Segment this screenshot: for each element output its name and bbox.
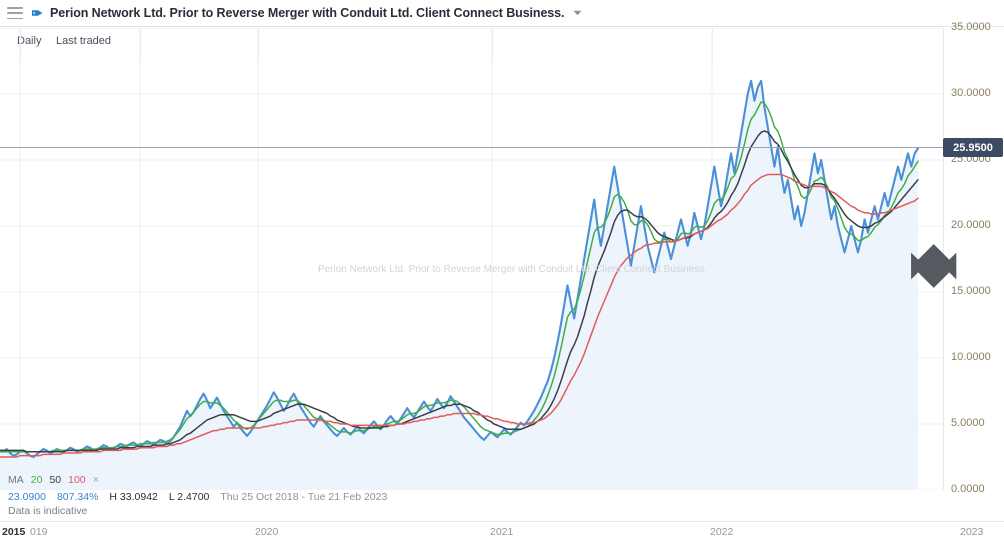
last-price: 23.0900 bbox=[8, 490, 46, 503]
note-row: Data is indicative bbox=[8, 504, 943, 518]
date-axis-tick: 2020 bbox=[255, 526, 279, 538]
price-mode-selector[interactable]: Last traded bbox=[56, 35, 112, 47]
ma-label: MA bbox=[8, 474, 24, 486]
ma-20-label[interactable]: 20 bbox=[30, 474, 43, 486]
price-axis-tick: 15.0000 bbox=[951, 285, 991, 297]
low-value: L 2.4700 bbox=[168, 490, 210, 503]
price-axis-tick: 0.0000 bbox=[951, 483, 985, 495]
ma-50-label[interactable]: 50 bbox=[49, 474, 62, 486]
date-axis[interactable]: 2015 019 2020 2021 2022 2023 bbox=[0, 521, 1004, 540]
date-axis-tick: 2022 bbox=[710, 526, 734, 538]
price-axis-tick: 30.0000 bbox=[951, 87, 991, 99]
price-axis-tick: 5.0000 bbox=[951, 417, 985, 429]
high-value: H 33.0942 bbox=[109, 490, 158, 503]
current-price-badge: 25.9500 bbox=[943, 138, 1003, 158]
date-range: Thu 25 Oct 2018 - Tue 21 Feb 2023 bbox=[220, 490, 388, 503]
chevron-down-icon[interactable] bbox=[573, 10, 582, 16]
price-chart-plot[interactable] bbox=[0, 28, 943, 490]
stats-row: 23.0900 807.34% H 33.0942 L 2.4700 Thu 2… bbox=[8, 489, 943, 504]
price-axis-tick: 20.0000 bbox=[951, 219, 991, 231]
hamburger-icon[interactable] bbox=[7, 7, 23, 19]
ma-legend-row: MA 20 50 100 × bbox=[8, 473, 943, 487]
date-axis-tick: 2015 bbox=[2, 526, 26, 538]
app-header: Perion Network Ltd. Prior to Reverse Mer… bbox=[0, 0, 1004, 27]
change-percent: 807.34% bbox=[56, 490, 99, 503]
date-axis-tick: 019 bbox=[30, 526, 48, 538]
price-axis-tick: 35.0000 bbox=[951, 21, 991, 33]
ma-100-label[interactable]: 100 bbox=[68, 474, 86, 486]
date-axis-tick: 2023 bbox=[960, 526, 984, 538]
chart-toolbar: Daily Last traded bbox=[0, 28, 1004, 60]
mouse-cursor-icon bbox=[905, 238, 961, 299]
interval-selector[interactable]: Daily bbox=[17, 35, 42, 47]
page-title: Perion Network Ltd. Prior to Reverse Mer… bbox=[50, 6, 565, 20]
chart-legend: MA 20 50 100 × 23.0900 807.34% H 33.0942… bbox=[0, 473, 943, 521]
date-axis-tick: 2021 bbox=[490, 526, 514, 538]
chart-svg bbox=[0, 28, 943, 490]
indicative-note: Data is indicative bbox=[8, 505, 88, 517]
bookmark-tag-icon[interactable] bbox=[31, 7, 44, 19]
close-icon[interactable]: × bbox=[92, 474, 100, 486]
price-axis-tick: 10.0000 bbox=[951, 351, 991, 363]
